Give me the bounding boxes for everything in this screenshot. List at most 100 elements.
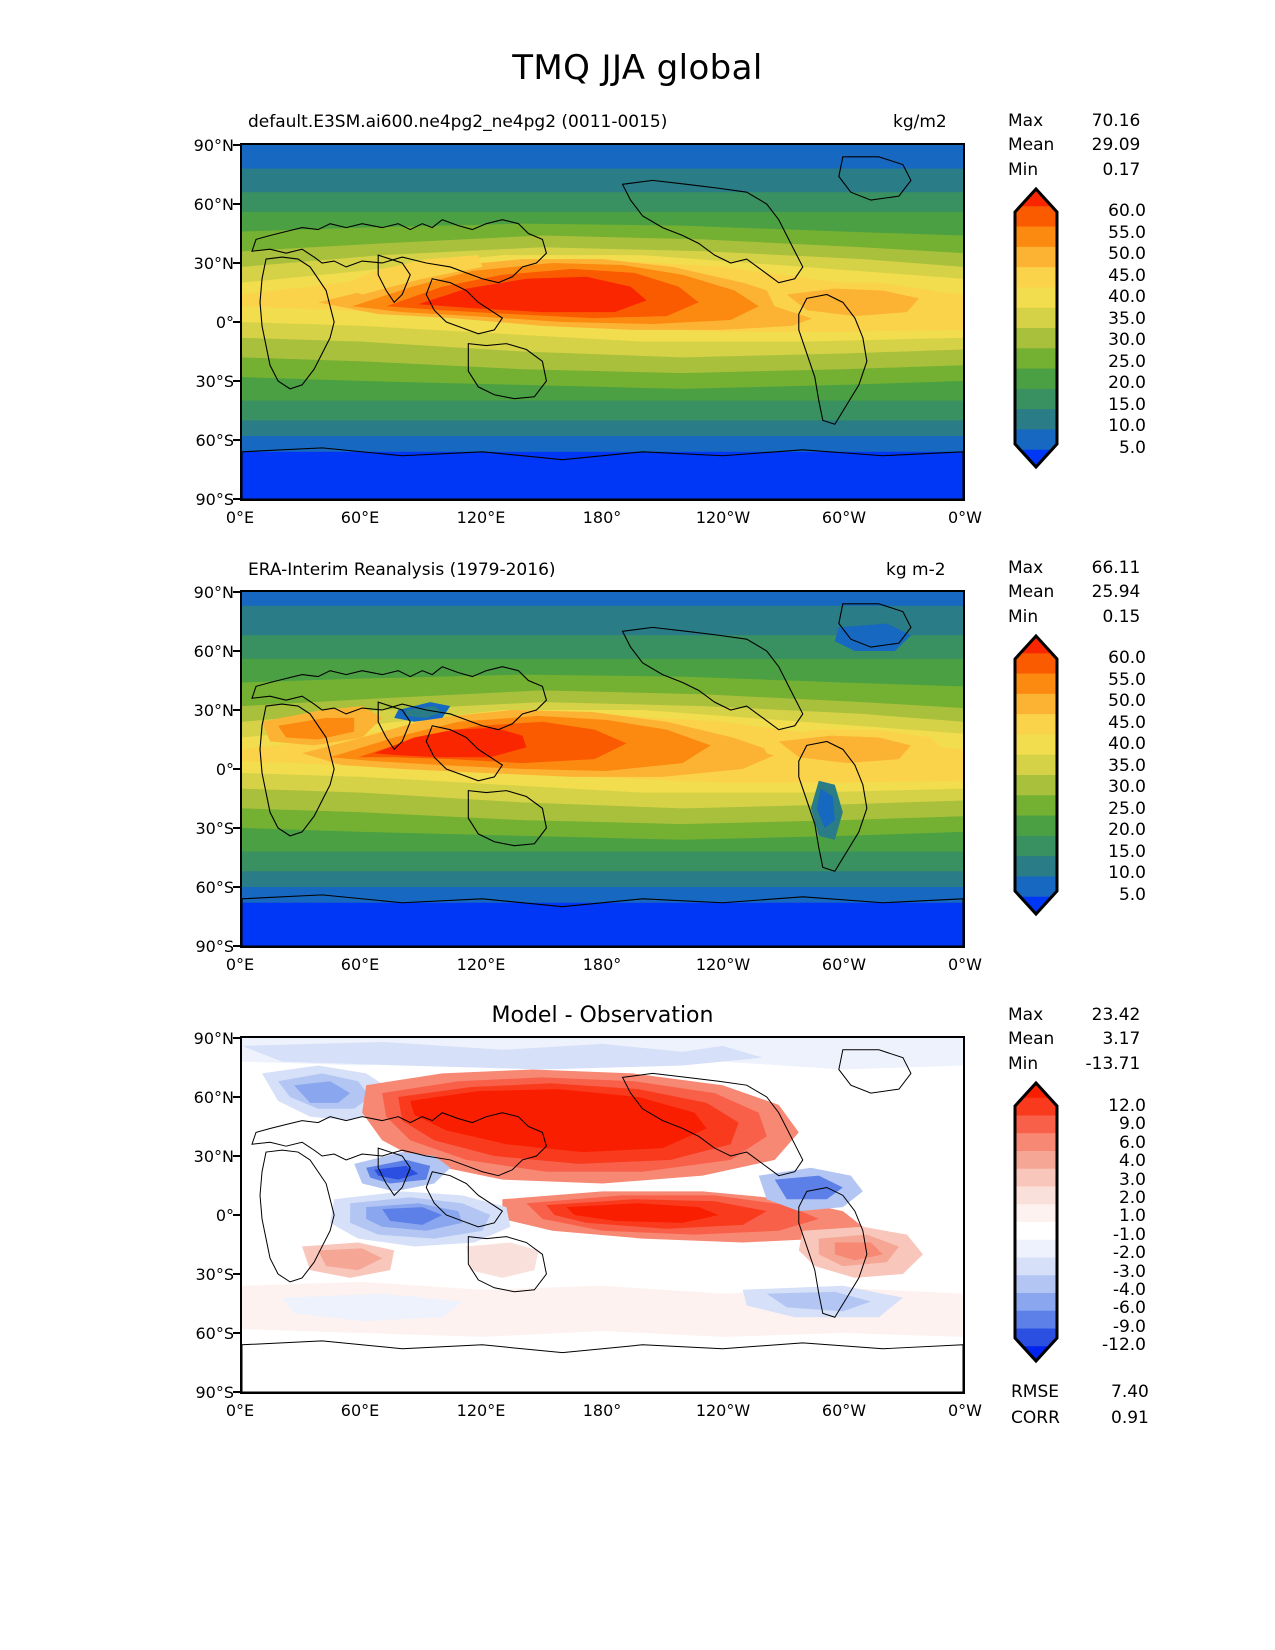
tick [233, 1273, 240, 1275]
panel-observation-ytick-1: 60°N [193, 642, 234, 661]
stat-value: 0.17 [1102, 159, 1141, 180]
tick [233, 768, 240, 770]
cbar-label: -4.0 [1112, 1279, 1146, 1300]
cbar-label: 30.0 [1108, 777, 1146, 797]
stat-row: Min -13.71 [1008, 1053, 1140, 1077]
cbar-label: 25.0 [1108, 798, 1146, 819]
panel-model-ytick-2: 30°N [193, 254, 234, 273]
panel-observation-ytick-6: 90°S [195, 937, 234, 956]
panel-model-ytick-6: 90°S [195, 490, 234, 509]
cbar-label: 60.0 [1108, 648, 1146, 668]
panel-observation-xtick-5: 60°W [821, 955, 867, 974]
cbar-label: 1.0 [1118, 1206, 1146, 1227]
cbar-label: 15.0 [1108, 394, 1146, 415]
tick [233, 886, 240, 888]
stat-key: Max [1008, 558, 1044, 578]
stat-row: Mean 3.17 [1008, 1028, 1140, 1052]
panel-observation-units: kg m-2 [886, 560, 946, 580]
panel-difference-ytick-2: 30°N [193, 1147, 234, 1166]
cbar-label: 55.0 [1108, 669, 1146, 690]
panel-difference-xtick-2: 120°E [456, 1401, 506, 1420]
tick [233, 321, 240, 323]
panel-observation-map[interactable] [240, 590, 965, 948]
panel-model-map[interactable] [240, 143, 965, 501]
panel-observation-ytick-4: 30°S [195, 819, 234, 838]
cbar-label: 60.0 [1108, 201, 1146, 221]
panel-observation-xtick-0: 0°E [225, 955, 255, 974]
panel-difference-footer-stats: RMSE 7.40 CORR 0.91 [1008, 1378, 1152, 1433]
stat-value: 7.40 [1111, 1382, 1149, 1402]
cbar-label: 3.0 [1118, 1169, 1146, 1190]
tick [233, 650, 240, 652]
panel-model-ytick-5: 60°S [195, 431, 234, 450]
panel-observation-ytick-3: 0° [215, 760, 234, 779]
stat-row: Max 66.11 [1008, 557, 1140, 581]
tick [233, 262, 240, 264]
stat-value: 23.42 [1091, 1005, 1141, 1025]
panel-difference-xtick-0: 0°E [225, 1401, 255, 1420]
stat-row: Min 0.17 [1008, 159, 1140, 183]
panel-model-ytick-4: 30°S [195, 372, 234, 391]
stat-value: 3.17 [1102, 1029, 1141, 1050]
tick [233, 1391, 240, 1393]
stat-value: 0.15 [1102, 606, 1141, 627]
panel-difference-ytick-1: 60°N [193, 1088, 234, 1107]
panel-model-ytick-3: 0° [215, 313, 234, 332]
panel-model-xtick-1: 60°E [340, 508, 380, 527]
cbar-label: 9.0 [1118, 1114, 1146, 1135]
stat-value: 66.11 [1091, 558, 1141, 578]
page-title: TMQ JJA global [512, 48, 763, 88]
panel-model-colorbar[interactable] [1013, 186, 1059, 470]
panel-difference-stats: Max 23.42 Mean 3.17 Min -13.71 [1008, 1004, 1140, 1077]
cbar-label: 15.0 [1108, 841, 1146, 862]
tick [233, 945, 240, 947]
tick [233, 1096, 240, 1098]
panel-model-colorbar-labels: 60.0 55.0 50.0 45.0 40.0 35.0 30.0 25.0 … [1058, 203, 1146, 461]
stat-row: Mean 25.94 [1008, 581, 1140, 605]
tick [233, 827, 240, 829]
panel-difference-colorbar-labels: 12.0 9.0 6.0 4.0 3.0 2.0 1.0 -1.0 -2.0 -… [1058, 1097, 1146, 1356]
panel-observation-stats: Max 66.11 Mean 25.94 Min 0.15 [1008, 557, 1140, 630]
panel-observation-colorbar[interactable] [1013, 633, 1059, 917]
panel-model-header: default.E3SM.ai600.ne4pg2_ne4pg2 (0011-0… [248, 112, 668, 132]
panel-model-stats: Max 70.16 Mean 29.09 Min 0.17 [1008, 110, 1140, 183]
stat-row: CORR 0.91 [1010, 1406, 1150, 1430]
panel-difference-xtick-4: 120°W [695, 1401, 751, 1420]
cbar-label: 35.0 [1108, 755, 1146, 776]
panel-difference-xtick-6: 0°W [948, 1401, 982, 1420]
cbar-label: 30.0 [1108, 330, 1146, 350]
panel-difference-xtick-5: 60°W [821, 1401, 867, 1420]
tick [233, 380, 240, 382]
stat-value: 70.16 [1091, 111, 1141, 131]
panel-model-xtick-3: 180° [582, 508, 622, 527]
panel-difference-ytick-0: 90°N [193, 1029, 234, 1048]
panel-difference-ytick-4: 30°S [195, 1265, 234, 1284]
stat-key: Min [1008, 606, 1039, 627]
stat-key: Mean [1008, 135, 1055, 156]
cbar-label: 4.0 [1118, 1151, 1146, 1172]
stat-key: Mean [1008, 582, 1055, 603]
panel-model-xtick-5: 60°W [821, 508, 867, 527]
stat-key: Min [1008, 1053, 1039, 1074]
panel-difference-colorbar[interactable] [1013, 1080, 1059, 1364]
panel-difference-title: Model - Observation [491, 1003, 714, 1028]
stat-value: 0.91 [1111, 1408, 1149, 1429]
stat-key: Min [1008, 159, 1039, 180]
stat-row: Mean 29.09 [1008, 134, 1140, 158]
panel-difference-xtick-1: 60°E [340, 1401, 380, 1420]
cbar-label: 45.0 [1108, 265, 1146, 286]
panel-difference-map[interactable] [240, 1036, 965, 1394]
cbar-label: -12.0 [1102, 1335, 1146, 1356]
cbar-label: 10.0 [1108, 416, 1146, 436]
cbar-label: 20.0 [1108, 373, 1146, 393]
cbar-label: 5.0 [1118, 437, 1146, 458]
panel-observation-xtick-2: 120°E [456, 955, 506, 974]
cbar-label: -1.0 [1112, 1224, 1146, 1245]
panel-model-ytick-0: 90°N [193, 136, 234, 155]
panel-model-xtick-6: 0°W [948, 508, 982, 527]
stat-row: Max 70.16 [1008, 110, 1140, 134]
tick [233, 144, 240, 146]
tick [233, 203, 240, 205]
tick [233, 591, 240, 593]
